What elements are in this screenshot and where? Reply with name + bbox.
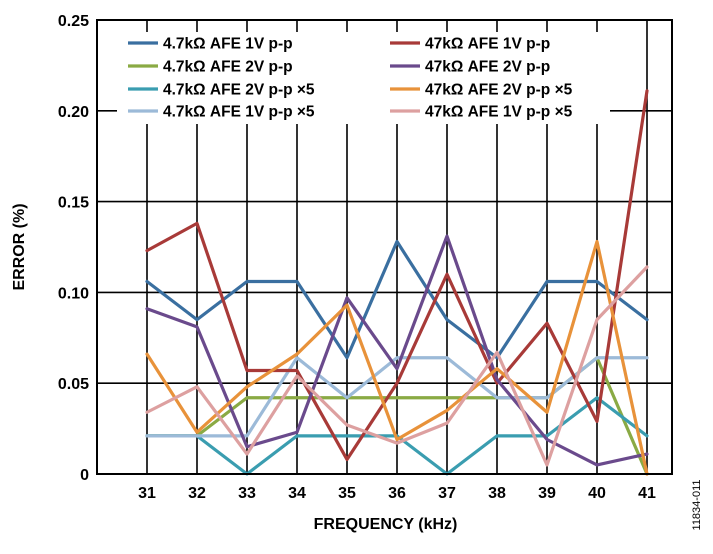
x-tick-labels: 31 32 33 34 35 36 37 38 39 40 41 <box>138 485 656 502</box>
legend: 4.7kΩ AFE 1V p-p 4.7kΩ AFE 2V p-p 4.7kΩ AF… <box>117 32 610 124</box>
y-tick-label: 0.10 <box>58 285 89 302</box>
figure-id: 11834-011 <box>691 480 703 531</box>
legend-label: 4.7kΩ AFE 2V p-p <box>163 59 293 76</box>
y-tick-label: 0.20 <box>58 104 89 121</box>
series-line-7 <box>145 239 649 476</box>
y-tick-label: 0.05 <box>58 376 89 393</box>
x-tick-label: 41 <box>638 485 656 502</box>
x-tick-label: 32 <box>188 485 206 502</box>
y-axis-title: ERROR (%) <box>11 203 28 290</box>
x-tick-label: 37 <box>438 485 456 502</box>
x-tick-label: 38 <box>488 485 506 502</box>
x-tick-label: 34 <box>288 485 306 502</box>
y-tick-label: 0.25 <box>58 13 89 30</box>
legend-label: 4.7kΩ AFE 1V p-p ×5 <box>163 104 315 121</box>
legend-label: 47kΩ AFE 2V p-p <box>425 59 550 76</box>
legend-label: 4.7kΩ AFE 2V p-p ×5 <box>163 82 315 99</box>
x-tick-label: 33 <box>238 485 256 502</box>
series-lines <box>145 89 649 476</box>
y-tick-label: 0 <box>80 467 89 484</box>
x-tick-label: 31 <box>138 485 156 502</box>
y-tick-label: 0.15 <box>58 195 89 212</box>
legend-label: 47kΩ AFE 1V p-p <box>425 36 550 53</box>
legend-label: 4.7kΩ AFE 1V p-p <box>163 36 293 53</box>
legend-label: 47kΩ AFE 1V p-p ×5 <box>425 104 573 121</box>
plot-frame <box>96 19 673 475</box>
series-line-1 <box>145 239 649 360</box>
legend-background <box>117 32 610 124</box>
x-axis-title: FREQUENCY (kHz) <box>314 516 458 533</box>
x-tick-label: 39 <box>538 485 556 502</box>
series-line-4 <box>145 356 649 438</box>
y-tick-labels: 0 0.05 0.10 0.15 0.20 0.25 <box>58 13 89 484</box>
legend-label: 47kΩ AFE 2V p-p ×5 <box>425 82 573 99</box>
series-line-6 <box>145 234 649 467</box>
x-tick-label: 40 <box>588 485 606 502</box>
x-tick-label: 35 <box>338 485 356 502</box>
series-line-8 <box>145 265 649 467</box>
x-tick-label: 36 <box>388 485 406 502</box>
